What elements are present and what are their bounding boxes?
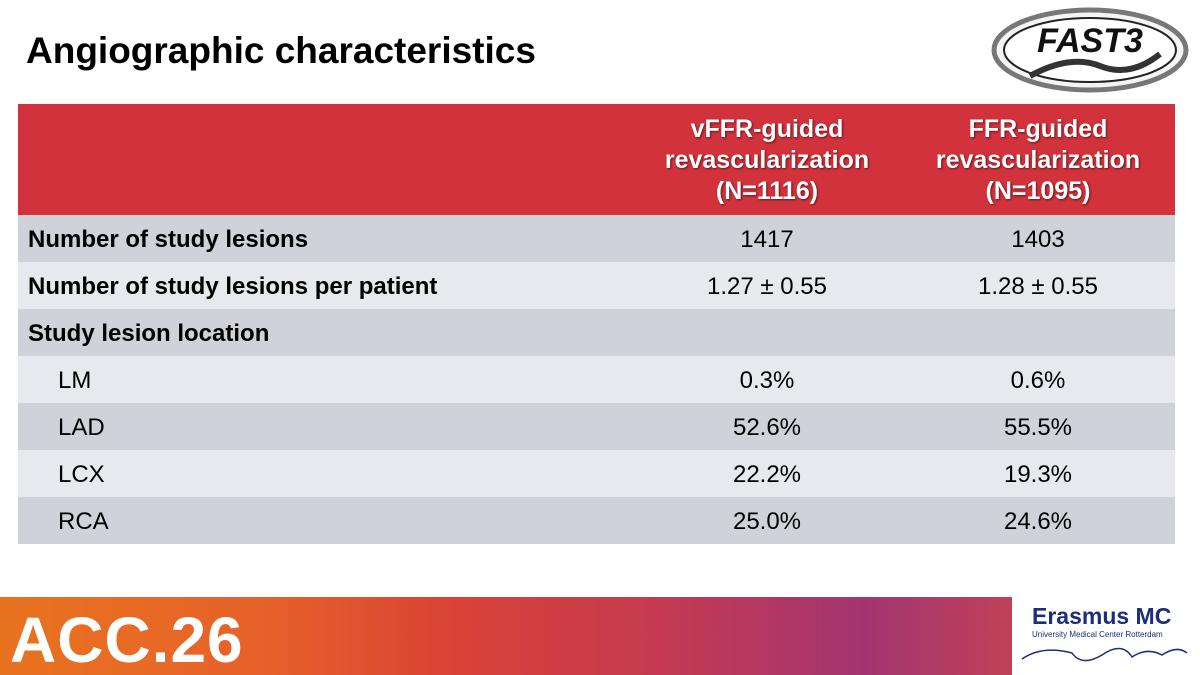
cell: 1417 bbox=[740, 226, 794, 253]
cell: 0.6% bbox=[1010, 367, 1066, 394]
column-header-line: (N=1116) bbox=[715, 177, 819, 205]
logo-text: FAST3 bbox=[1037, 22, 1143, 60]
logo: FAST3 bbox=[991, 7, 1189, 93]
event-name: ACC.26 bbox=[10, 604, 244, 675]
cell: 0.3% bbox=[739, 367, 795, 394]
cell: 55.5% bbox=[1003, 414, 1073, 441]
column-header: vFFR-guided revascularization (N=1116) bbox=[632, 114, 902, 207]
table-row: Number of study lesions per patient 1.27 … bbox=[18, 262, 1175, 309]
column-header-line: FFR-guided bbox=[968, 115, 1108, 143]
slide-title: Angiographic characteristics bbox=[26, 30, 536, 71]
table-row: Number of study lesions 1417 1403 bbox=[18, 215, 1175, 262]
column-header-line: (N=1095) bbox=[985, 177, 1091, 205]
cell: 52.6% bbox=[732, 414, 802, 441]
cell: 19.3% bbox=[1003, 461, 1073, 488]
row-label: Number of study lesions per patient bbox=[28, 273, 438, 300]
cell: 24.6% bbox=[1003, 508, 1073, 535]
table-row: LAD 52.6% 55.5% bbox=[18, 403, 1175, 450]
table: vFFR-guided revascularization (N=1116) FFR-… bbox=[18, 104, 1175, 544]
row-label: LM bbox=[58, 367, 92, 394]
row-label: Study lesion location bbox=[28, 320, 270, 347]
table-row: Study lesion location bbox=[18, 309, 1175, 356]
column-header-line: revascularization bbox=[935, 146, 1141, 174]
column-header-line: vFFR-guided bbox=[690, 115, 844, 143]
table-row: LCX 22.2% 19.3% bbox=[18, 450, 1175, 497]
row-label: Number of study lesions bbox=[28, 226, 309, 253]
cell: 1.28 ± 0.55 bbox=[978, 273, 1098, 300]
table-header: vFFR-guided revascularization (N=1116) FFR-… bbox=[18, 104, 1175, 215]
signature bbox=[1021, 647, 1188, 662]
cell: 22.2% bbox=[732, 461, 802, 488]
row-label: LAD bbox=[58, 414, 105, 441]
cell: 1403 bbox=[1011, 226, 1065, 253]
column-header-line: revascularization bbox=[664, 146, 870, 174]
cell: 1.27 ± 0.55 bbox=[707, 273, 827, 300]
table-row: RCA 25.0% 24.6% bbox=[18, 497, 1175, 544]
table-row: LM 0.3% 0.6% bbox=[18, 356, 1175, 403]
column-header: FFR-guided revascularization (N=1095) bbox=[903, 114, 1173, 207]
logo-road bbox=[1028, 51, 1162, 79]
cell: 25.0% bbox=[732, 508, 802, 535]
row-label: RCA bbox=[58, 508, 109, 535]
footer: ACC.26 Erasmus MC University Medical Cen… bbox=[0, 597, 1200, 675]
row-label: LCX bbox=[58, 461, 105, 488]
institution-name: Erasmus MC bbox=[1032, 603, 1172, 629]
institution-subtitle: University Medical Center Rotterdam bbox=[1032, 630, 1163, 639]
institution-logo: Erasmus MC University Medical Center Rot… bbox=[1012, 597, 1200, 675]
